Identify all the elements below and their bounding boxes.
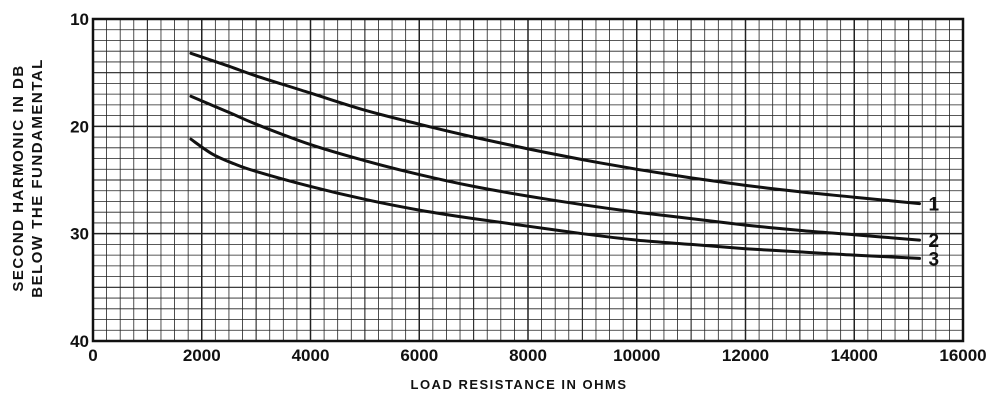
x-tick-label: 16000	[939, 346, 986, 365]
y-tick-label: 10	[70, 10, 89, 29]
series-line-1	[189, 51, 921, 206]
x-tick-label: 6000	[400, 346, 438, 365]
x-tick-label: 8000	[509, 346, 547, 365]
series-label-3: 3	[929, 249, 940, 270]
y-axis-title-line-1: SECOND HARMONIC IN DB	[10, 64, 27, 291]
series-label-1: 1	[929, 195, 940, 216]
y-tick-label: 20	[70, 117, 89, 136]
series-labels: 1 23	[929, 195, 940, 271]
x-tick-label: 12000	[722, 346, 769, 365]
series-line-2	[189, 94, 921, 242]
y-tick-label: 40	[70, 332, 89, 351]
y-tick-label: 30	[70, 225, 89, 244]
x-tick-label: 10000	[613, 346, 660, 365]
series-label-2: 2	[929, 231, 940, 252]
x-tick-label: 14000	[831, 346, 878, 365]
series-line-3	[189, 137, 921, 260]
x-axis-ticks: 0 2000 4000 6000 8000 10000 12000 14000 16000	[88, 346, 986, 365]
x-tick-label: 0	[88, 346, 97, 365]
x-tick-label: 2000	[183, 346, 221, 365]
y-axis-title-line-2: BELOW THE FUNDAMENTAL	[29, 58, 46, 298]
series-lines	[189, 51, 921, 260]
x-tick-label: 4000	[292, 346, 330, 365]
x-axis-title: LOAD RESISTANCE IN OHMS	[411, 377, 628, 392]
plot-frame	[91, 17, 965, 343]
y-axis-ticks: 10 20 30 40	[70, 10, 89, 351]
